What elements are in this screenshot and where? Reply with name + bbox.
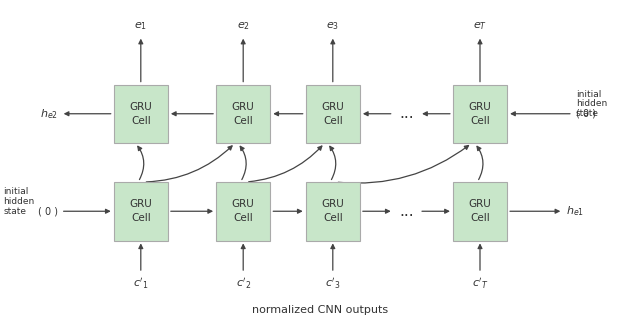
Text: GRU
Cell: GRU Cell (129, 199, 152, 223)
Text: initial: initial (576, 90, 602, 99)
Text: $e_1$: $e_1$ (134, 21, 147, 32)
Text: GRU
Cell: GRU Cell (129, 102, 152, 126)
FancyBboxPatch shape (453, 182, 507, 240)
Text: GRU
Cell: GRU Cell (321, 199, 344, 223)
FancyBboxPatch shape (114, 182, 168, 240)
Text: ( 0 ): ( 0 ) (38, 206, 58, 216)
Text: $h_{e1}$: $h_{e1}$ (566, 204, 584, 218)
Text: $e_T$: $e_T$ (473, 21, 487, 32)
FancyBboxPatch shape (453, 84, 507, 143)
Text: state: state (3, 207, 26, 216)
Text: GRU
Cell: GRU Cell (321, 102, 344, 126)
FancyBboxPatch shape (216, 182, 271, 240)
Text: $c'_1$: $c'_1$ (133, 276, 148, 291)
Text: GRU
Cell: GRU Cell (232, 102, 255, 126)
FancyBboxPatch shape (216, 84, 271, 143)
Text: ...: ... (399, 106, 413, 121)
Text: GRU
Cell: GRU Cell (232, 199, 255, 223)
Text: $c'_3$: $c'_3$ (325, 276, 340, 291)
FancyBboxPatch shape (306, 84, 360, 143)
Text: $h_{e2}$: $h_{e2}$ (40, 107, 58, 121)
Text: $e_3$: $e_3$ (326, 21, 339, 32)
Text: state: state (576, 109, 599, 118)
Text: $e_2$: $e_2$ (237, 21, 250, 32)
Text: ...: ... (399, 204, 413, 219)
FancyBboxPatch shape (114, 84, 168, 143)
Text: hidden: hidden (3, 197, 35, 206)
Text: GRU
Cell: GRU Cell (468, 102, 492, 126)
Text: GRU
Cell: GRU Cell (468, 199, 492, 223)
Text: initial: initial (3, 187, 29, 196)
Text: ( 0 ): ( 0 ) (576, 109, 596, 119)
FancyBboxPatch shape (306, 182, 360, 240)
Text: normalized CNN outputs: normalized CNN outputs (252, 305, 388, 315)
Text: $c'_T$: $c'_T$ (472, 276, 488, 291)
Text: hidden: hidden (576, 99, 607, 109)
Text: $c'_2$: $c'_2$ (236, 276, 251, 291)
